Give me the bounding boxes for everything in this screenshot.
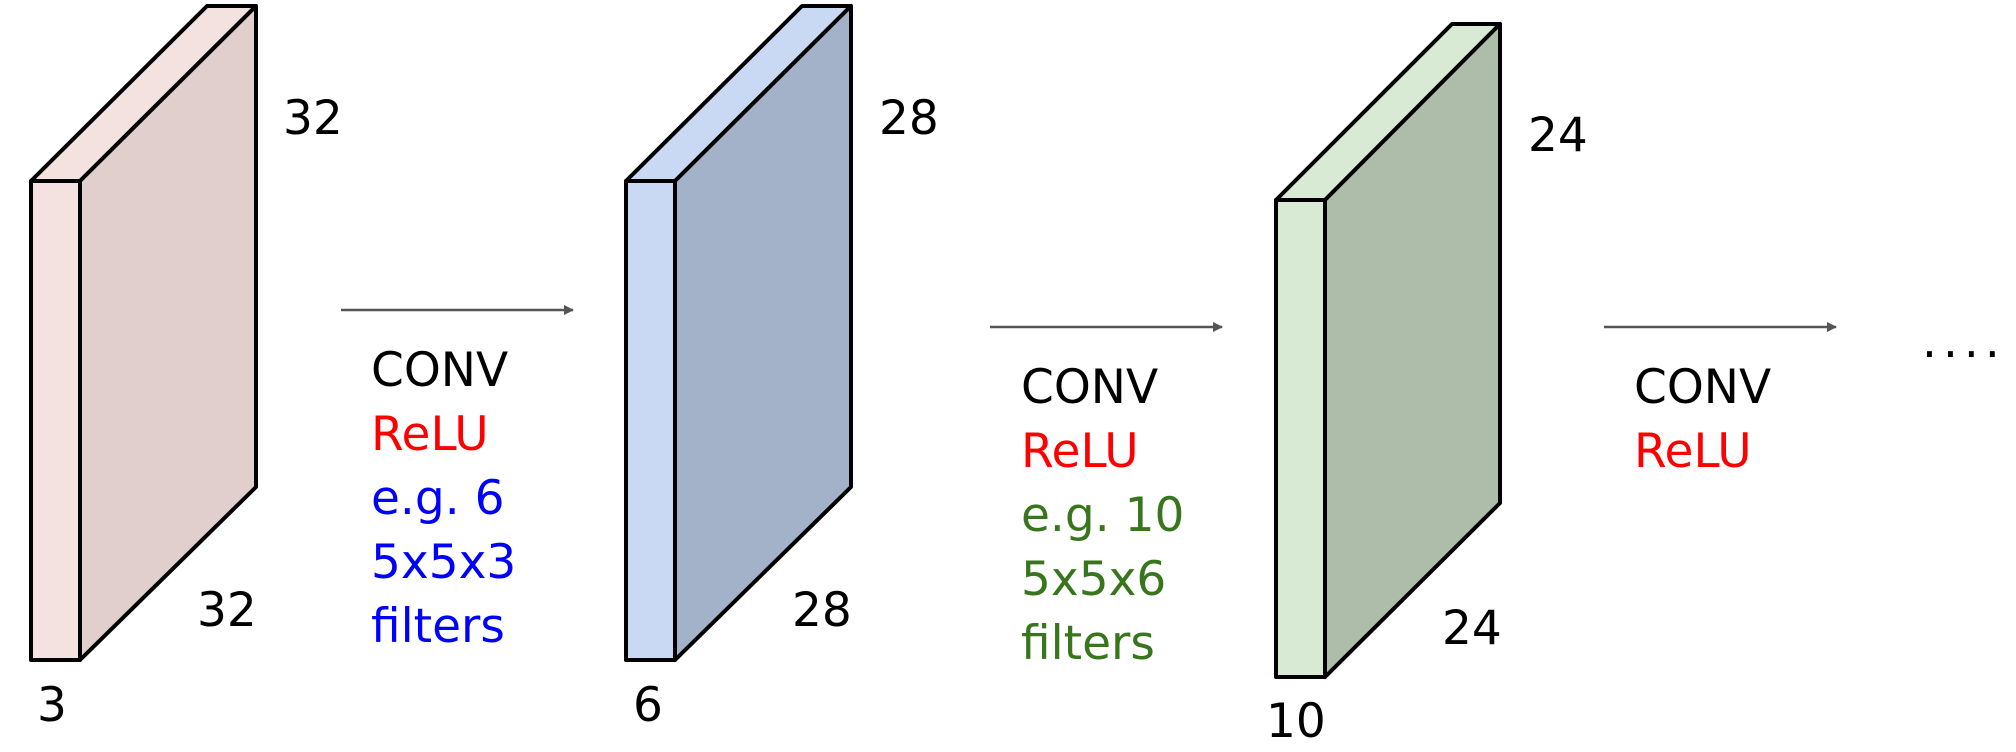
activation-volume-28x28x6 bbox=[624, 4, 853, 662]
relu-label: ReLU bbox=[1021, 424, 1139, 479]
operation-1-text: CONV ReLU e.g. 6 5x5x3 filters bbox=[371, 339, 516, 659]
continuation-ellipsis: .... bbox=[1922, 314, 2006, 369]
volume-3-depth-label: 10 bbox=[1266, 694, 1326, 749]
activation-volume-24x24x10 bbox=[1274, 22, 1502, 679]
filters-word-label: filters bbox=[1021, 616, 1155, 671]
volume-1-width-label: 32 bbox=[197, 583, 257, 638]
filter-count-label: e.g. 6 bbox=[371, 471, 505, 526]
volume-3-width-label: 24 bbox=[1442, 601, 1502, 656]
volume-1-depth-label: 3 bbox=[37, 678, 67, 733]
volume-2-width-label: 28 bbox=[792, 583, 852, 638]
filter-count-label: e.g. 10 bbox=[1021, 488, 1185, 543]
filter-size-label: 5x5x3 bbox=[371, 535, 517, 590]
volume-2-depth-label: 6 bbox=[633, 678, 663, 733]
input-volume-32x32x3 bbox=[29, 4, 258, 662]
volume-1-front-face bbox=[29, 179, 82, 662]
volume-3-front-face bbox=[1274, 198, 1327, 679]
operation-2-text: CONV ReLU e.g. 10 5x5x6 filters bbox=[1021, 356, 1184, 676]
filter-size-label: 5x5x6 bbox=[1021, 552, 1167, 607]
volume-1-height-label: 32 bbox=[283, 91, 343, 146]
relu-label: ReLU bbox=[371, 407, 489, 462]
volume-2-height-label: 28 bbox=[879, 91, 939, 146]
volume-2-front-face bbox=[624, 179, 677, 662]
relu-label: ReLU bbox=[1634, 424, 1752, 479]
filters-word-label: filters bbox=[371, 599, 505, 654]
conv-label: CONV bbox=[1634, 360, 1772, 415]
operation-3-text: CONV ReLU bbox=[1634, 356, 1771, 484]
conv-label: CONV bbox=[1021, 360, 1159, 415]
volume-3-height-label: 24 bbox=[1528, 108, 1588, 163]
conv-label: CONV bbox=[371, 343, 509, 398]
